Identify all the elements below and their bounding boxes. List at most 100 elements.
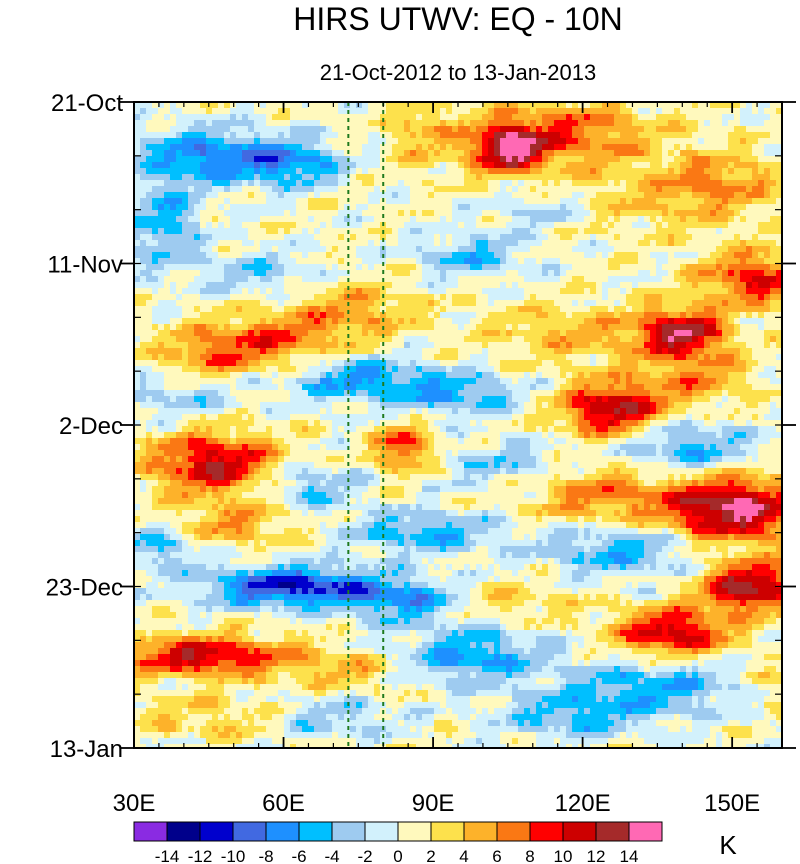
heatmap-cell [242, 180, 249, 187]
heatmap-cell [212, 372, 219, 379]
heatmap-cell [692, 258, 699, 265]
heatmap-cell [542, 288, 549, 295]
heatmap-cell [776, 354, 782, 361]
heatmap-cell [404, 270, 411, 277]
heatmap-cell [416, 174, 423, 181]
heatmap-cell [356, 162, 363, 169]
heatmap-cell [218, 240, 225, 247]
heatmap-cell [176, 366, 183, 373]
heatmap-cell [416, 210, 423, 217]
heatmap-cell [704, 258, 711, 265]
heatmap-cell [398, 366, 405, 373]
heatmap-cell [272, 378, 279, 385]
heatmap-cell [542, 168, 549, 175]
heatmap-cell [704, 186, 711, 193]
heatmap-cell [344, 186, 351, 193]
heatmap-cell [410, 348, 417, 355]
heatmap-cell [776, 102, 782, 109]
heatmap-cell [260, 276, 267, 283]
heatmap-cell [320, 174, 327, 181]
heatmap-cell [476, 126, 483, 133]
heatmap-cell [644, 198, 651, 205]
heatmap-cell [374, 114, 381, 121]
heatmap-cell [650, 276, 657, 283]
heatmap-cell [326, 240, 333, 247]
heatmap-cell [326, 300, 333, 307]
heatmap-cell [614, 198, 621, 205]
heatmap-cell [182, 354, 189, 361]
heatmap-cell [590, 126, 597, 133]
heatmap-cell [704, 114, 711, 121]
heatmap-cell [236, 300, 243, 307]
heatmap-cell [668, 336, 675, 343]
heatmap-cell [320, 108, 327, 115]
heatmap-cell [752, 252, 759, 259]
heatmap-cell [506, 354, 513, 361]
heatmap-cell [698, 282, 705, 289]
heatmap-cell [656, 108, 663, 115]
heatmap-cell [584, 126, 591, 133]
heatmap-cell [332, 138, 339, 145]
heatmap-cell [134, 120, 141, 127]
heatmap-cell [776, 144, 782, 151]
heatmap-cell [200, 234, 207, 241]
heatmap-cell [764, 198, 771, 205]
heatmap-cell [338, 162, 345, 169]
heatmap-cell [386, 168, 393, 175]
heatmap-cell [356, 126, 363, 133]
heatmap-cell [194, 144, 201, 151]
heatmap-cell [746, 120, 753, 127]
heatmap-cell [536, 294, 543, 301]
heatmap-cell [182, 336, 189, 343]
heatmap-cell [278, 102, 285, 109]
heatmap-cell [170, 300, 177, 307]
heatmap-cell [188, 210, 195, 217]
heatmap-cell [572, 138, 579, 145]
heatmap-cell [284, 294, 291, 301]
heatmap-cell [182, 246, 189, 253]
heatmap-cell [176, 102, 183, 109]
heatmap-cell [410, 324, 417, 331]
heatmap-cell [170, 246, 177, 253]
heatmap-cell [554, 162, 561, 169]
heatmap-cell [260, 282, 267, 289]
heatmap-cell [470, 174, 477, 181]
heatmap-cell [746, 138, 753, 145]
heatmap-cell [542, 240, 549, 247]
heatmap-cell [680, 264, 687, 271]
heatmap-cell [320, 300, 327, 307]
heatmap-cell [686, 150, 693, 157]
heatmap-cell [296, 252, 303, 259]
heatmap-cell [716, 156, 723, 163]
heatmap-cell [554, 114, 561, 121]
heatmap-cell [710, 354, 717, 361]
heatmap-cell [164, 372, 171, 379]
heatmap-cell [614, 252, 621, 259]
heatmap-cell [476, 300, 483, 307]
heatmap-cell [536, 228, 543, 235]
heatmap-cell [680, 144, 687, 151]
heatmap-cell [542, 114, 549, 121]
heatmap-cell [260, 240, 267, 247]
heatmap-cell [212, 342, 219, 349]
heatmap-cell [416, 138, 423, 145]
heatmap-cell [572, 372, 579, 379]
heatmap-cell [146, 102, 153, 109]
heatmap-cell [176, 354, 183, 361]
heatmap-cell [674, 126, 681, 133]
heatmap-cell [404, 108, 411, 115]
heatmap-cell [698, 354, 705, 361]
heatmap-cell [146, 162, 153, 169]
heatmap-cell [716, 342, 723, 349]
heatmap-cell [566, 306, 573, 313]
heatmap-cell [206, 126, 213, 133]
heatmap-cell [146, 234, 153, 241]
heatmap-cell [632, 126, 639, 133]
heatmap-cell [386, 102, 393, 109]
heatmap-cell [362, 246, 369, 253]
heatmap-cell [446, 306, 453, 313]
heatmap-cell [374, 228, 381, 235]
heatmap-cell [608, 180, 615, 187]
heatmap-cell [428, 138, 435, 145]
heatmap-cell [632, 120, 639, 127]
